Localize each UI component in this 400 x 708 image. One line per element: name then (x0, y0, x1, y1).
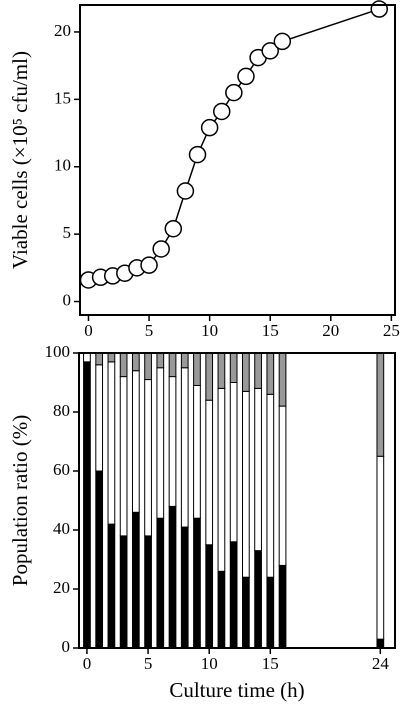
data-point (261, 42, 279, 60)
bar-segment (376, 352, 385, 457)
bar-segment (180, 367, 189, 528)
data-point (237, 67, 255, 86)
bar-segment (376, 638, 385, 649)
bar-segment (168, 352, 177, 378)
bar-segment (95, 364, 104, 472)
plot-frame (78, 352, 396, 649)
y-tick-label: 15 (54, 88, 71, 107)
data-point (164, 219, 183, 238)
y-tick-label: 20 (53, 578, 70, 597)
bar-segment (242, 576, 250, 649)
bar-segment (229, 382, 238, 543)
bar-segment (144, 535, 152, 649)
bar-segment (168, 505, 177, 649)
bar-segment (83, 352, 91, 363)
y-tick-label: 100 (45, 342, 71, 361)
bar-segment (266, 352, 275, 395)
bar-segment (107, 352, 116, 363)
bar-segment (193, 384, 201, 519)
y-axis-label: Viable cells (×10⁵ cfu/ml) (8, 51, 32, 269)
y-tick-label: 60 (53, 460, 70, 479)
y-tick-label: 10 (54, 156, 71, 175)
bar-segment (119, 376, 128, 537)
bar-segment (131, 511, 140, 649)
bar-segment (180, 526, 189, 649)
bar-segment (156, 517, 165, 649)
y-tick-label: 5 (63, 223, 72, 242)
data-point (188, 145, 207, 164)
bar-segment (193, 352, 201, 386)
bar-segment (193, 517, 201, 649)
bar-segment (217, 387, 226, 572)
data-point (152, 240, 170, 258)
bar-segment (254, 352, 262, 389)
y-tick-label: 0 (63, 290, 72, 309)
bar-segment (156, 367, 165, 519)
x-tick-label: 0 (84, 321, 93, 340)
bar-segment (217, 352, 226, 389)
data-point (176, 182, 195, 200)
data-point (273, 32, 292, 51)
x-tick-label: 24 (372, 654, 390, 673)
data-point (213, 102, 231, 121)
bar-segment (95, 470, 104, 649)
y-tick-label: 0 (62, 637, 71, 656)
bar-segment (205, 544, 214, 649)
bar-segment (376, 455, 385, 640)
data-point (200, 118, 219, 137)
bar-segment (254, 387, 262, 552)
bar-segment (156, 352, 165, 369)
bar-segment (229, 352, 238, 383)
bar-segment (144, 379, 152, 537)
bar-segment (205, 399, 214, 546)
bar-segment (131, 370, 140, 513)
bar-segment (229, 541, 238, 649)
plot-frame (79, 4, 396, 316)
bar-segment (266, 576, 275, 649)
bar-segment (107, 523, 116, 649)
x-tick-label: 20 (322, 321, 339, 340)
bar-segment (83, 361, 91, 649)
bar-segment (242, 390, 250, 578)
data-point (140, 256, 158, 274)
y-tick-label: 20 (54, 21, 71, 40)
bar-segment (278, 405, 287, 566)
bar-segment (144, 352, 152, 381)
x-axis-label: Culture time (h) (169, 678, 304, 702)
bar-segment (107, 361, 116, 525)
x-tick-label: 5 (144, 654, 153, 673)
x-tick-label: 10 (201, 654, 218, 673)
data-point (225, 83, 243, 102)
bar-segment (242, 352, 250, 392)
bar-segment (131, 352, 140, 372)
bar-segment (205, 352, 214, 401)
bar-segment (119, 535, 128, 649)
x-tick-label: 15 (262, 321, 279, 340)
y-tick-label: 40 (53, 519, 70, 538)
x-tick-label: 25 (383, 321, 400, 340)
bar-segment (168, 376, 177, 507)
data-point (370, 0, 388, 18)
bar-segment (278, 352, 287, 407)
x-tick-label: 5 (145, 321, 154, 340)
bar-segment (95, 352, 104, 366)
bar-segment (278, 564, 287, 649)
bar-segment (180, 352, 189, 369)
bar-segment (217, 570, 226, 649)
y-tick-label: 80 (53, 401, 70, 420)
x-tick-label: 15 (262, 654, 279, 673)
data-line (88, 8, 380, 281)
y-axis-label: Population ratio (%) (8, 415, 32, 586)
bar-segment (266, 393, 275, 578)
x-tick-label: 0 (83, 654, 92, 673)
bar-segment (119, 352, 128, 378)
x-tick-label: 10 (201, 321, 218, 340)
bar-segment (254, 550, 262, 649)
